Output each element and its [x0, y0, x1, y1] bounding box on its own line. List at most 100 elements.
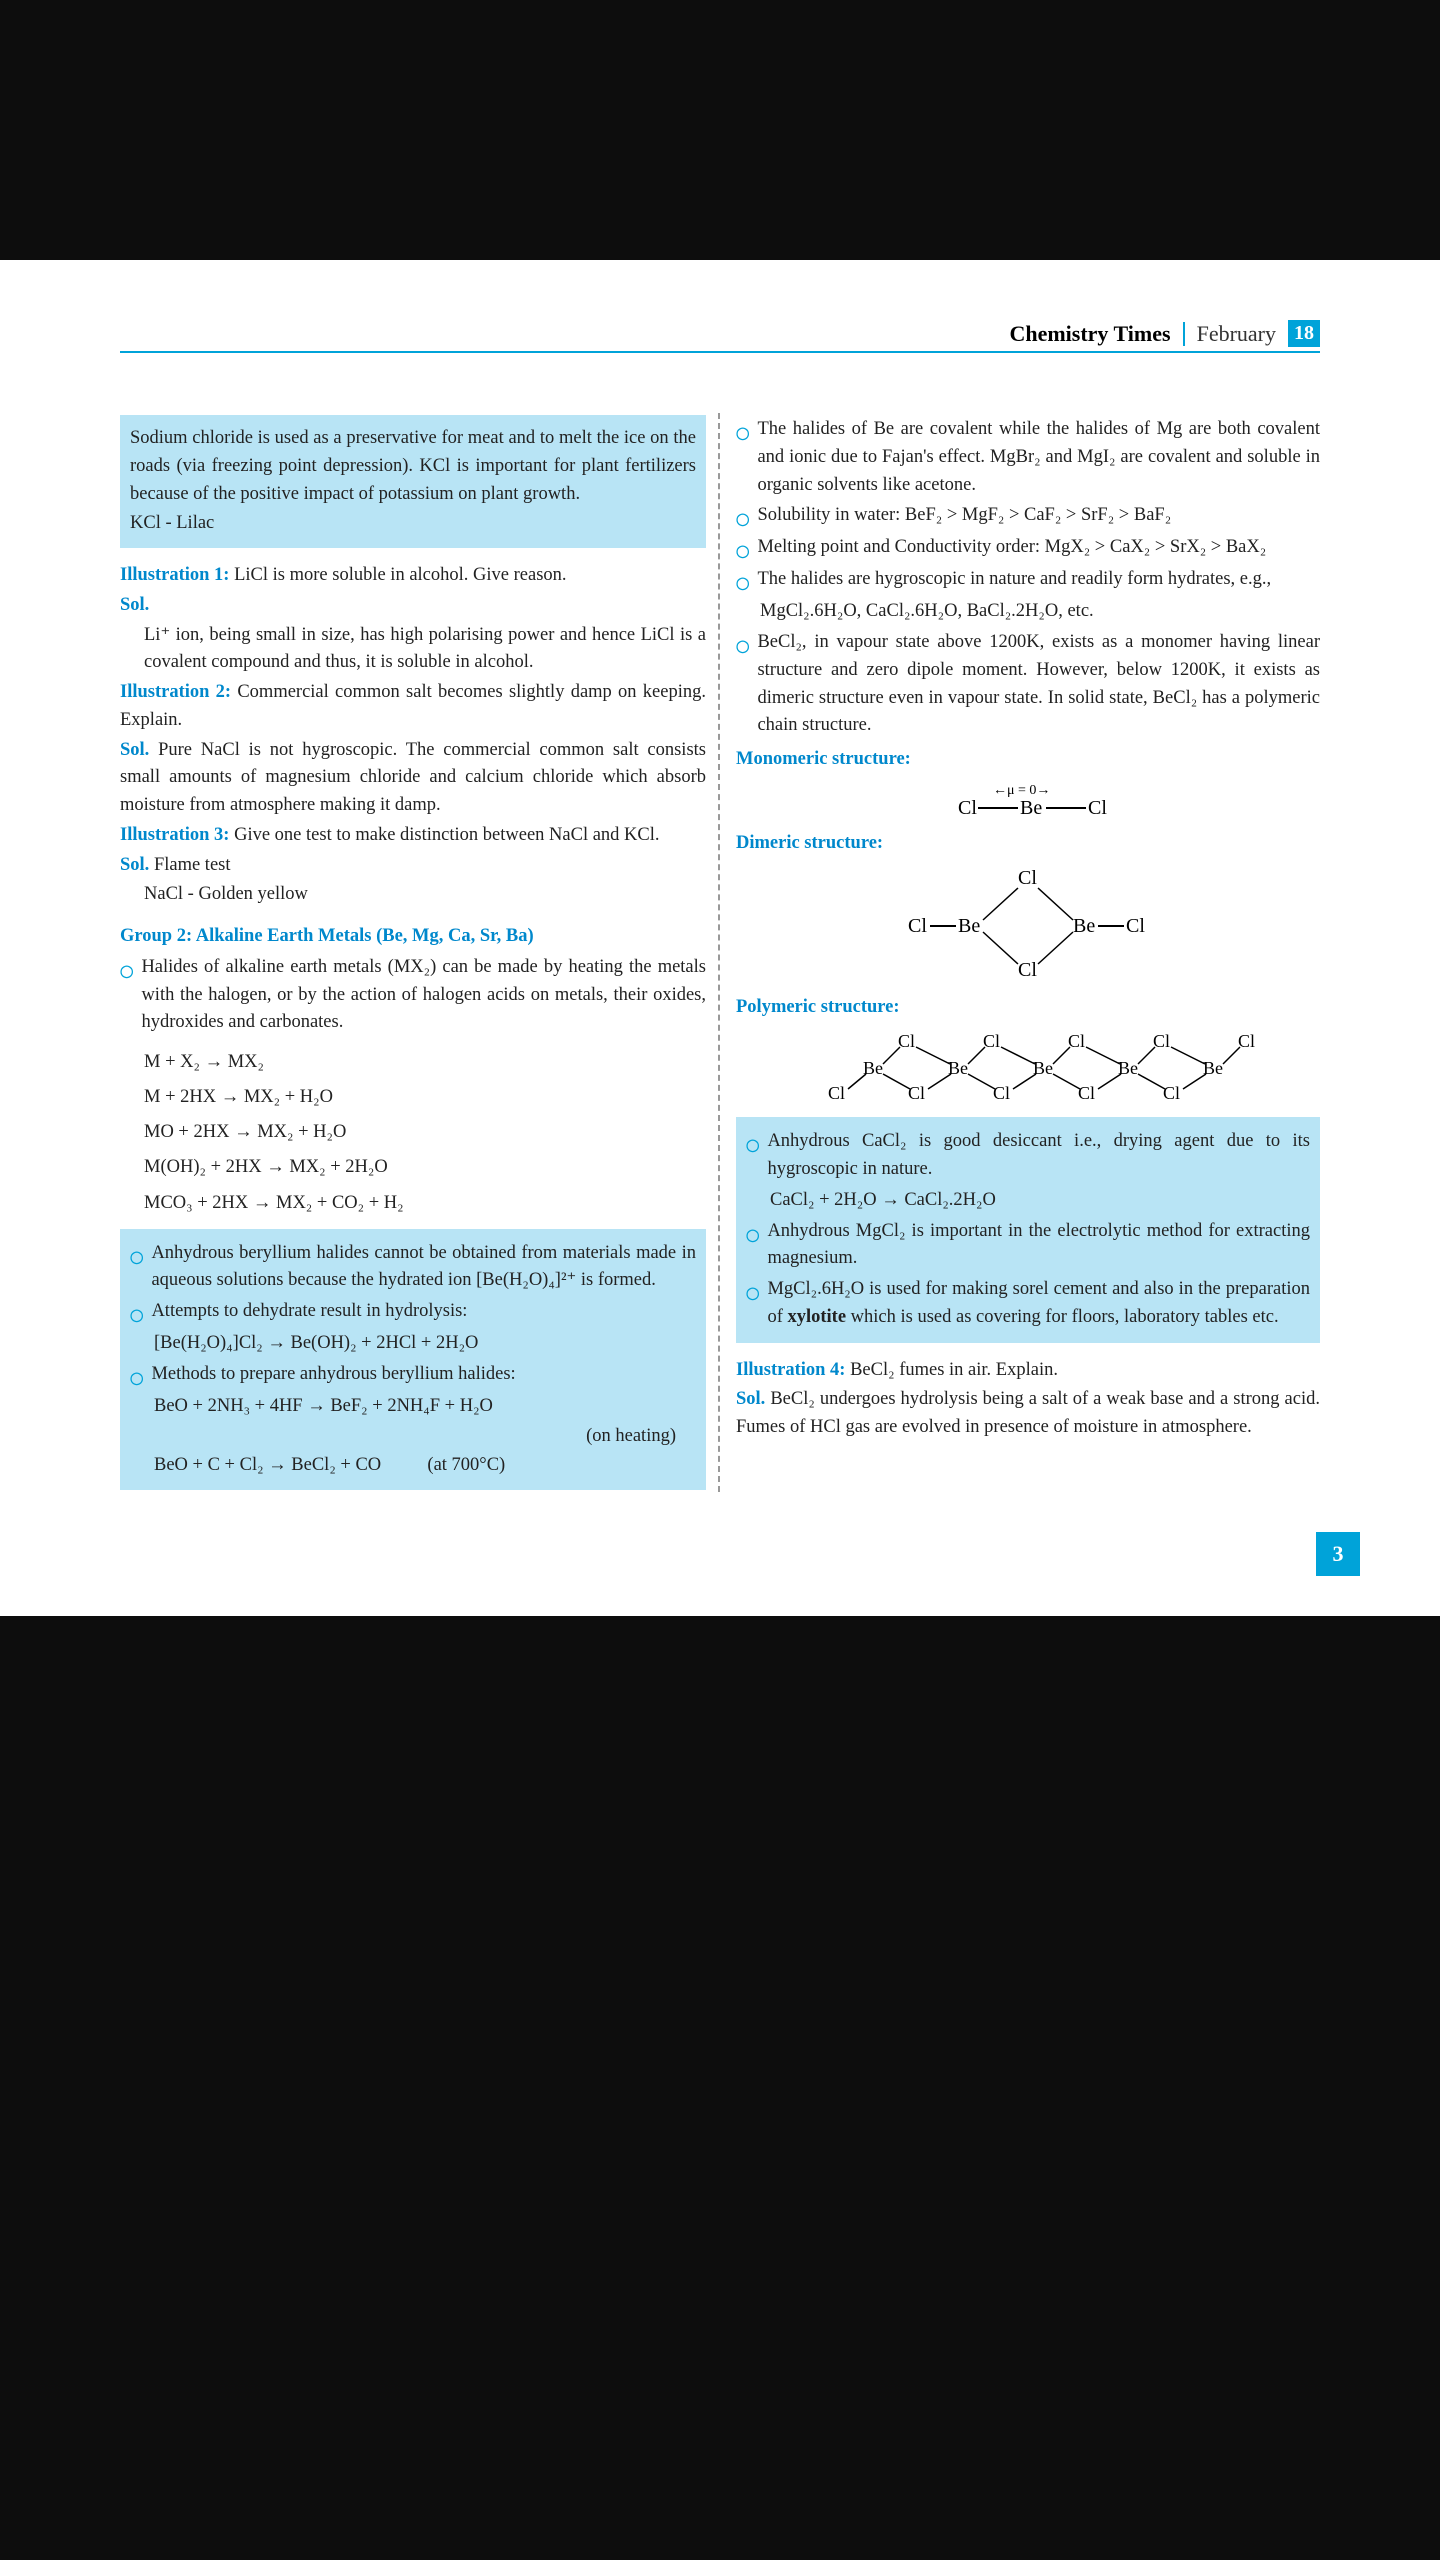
header-separator	[1183, 322, 1185, 346]
page-number-badge: 3	[1316, 1532, 1360, 1576]
bullet-icon	[746, 1130, 759, 1157]
solution-4: Sol. BeCl₂ undergoes hydrolysis being a …	[736, 1386, 1320, 1442]
journal-title: Chemistry Times	[1009, 321, 1170, 347]
solution-2-label: Sol.	[120, 740, 149, 760]
svg-text:Cl: Cl	[1126, 915, 1145, 937]
mgcl2-electrolytic-text: Anhydrous MgCl₂ is important in the elec…	[767, 1218, 1310, 1274]
solution-1-text: Li⁺ ion, being small in size, has high p…	[120, 622, 706, 678]
eq-mco3-2hx: MCO₃ + 2HX → MX₂ + CO₂ + H₂	[144, 1186, 706, 1221]
solution-4-label: Sol.	[736, 1389, 765, 1409]
bullet-icon	[736, 536, 749, 563]
issue-month: February	[1197, 321, 1276, 347]
mgcl2-electrolytic-bullet: Anhydrous MgCl₂ is important in the elec…	[746, 1218, 1310, 1274]
sorel-cement-bullet: MgCl₂.6H₂O is used for making sorel ceme…	[746, 1276, 1310, 1332]
becl2-vapour-bullet: BeCl₂, in vapour state above 1200K, exis…	[736, 629, 1320, 740]
illustration-2: Illustration 2: Commercial common salt b…	[120, 679, 706, 735]
halides-preparation-text: Halides of alkaline earth metals (MX₂) c…	[141, 954, 706, 1037]
polymeric-diagram: Cl Be Cl Cl Be Cl Cl Be Cl Cl Be Cl Cl B…	[736, 1029, 1320, 1109]
illustration-1-label: Illustration 1:	[120, 565, 229, 585]
nacl-preservative-text: Sodium chloride is used as a preservativ…	[130, 425, 696, 508]
cacl2-desiccant-text: Anhydrous CaCl₂ is good desiccant i.e., …	[767, 1128, 1310, 1184]
hydrates-examples: MgCl₂.6H₂O, CaCl₂.6H₂O, BaCl₂.2H₂O, etc.	[736, 598, 1320, 626]
svg-text:←μ = 0→: ←μ = 0→	[993, 783, 1050, 798]
solution-3: Sol. Flame test	[120, 852, 706, 880]
dehydrate-text: Attempts to dehydrate result in hydrolys…	[151, 1298, 696, 1326]
beo-c-cl2-equation: BeO + C + Cl₂ → BeCl₂ + CO (at 700°C)	[130, 1452, 696, 1480]
hygroscopic-bullet: The halides are hygroscopic in nature an…	[736, 566, 1320, 595]
bullet-icon	[130, 1300, 143, 1327]
dimeric-svg: Cl Cl Be Be Cl Cl	[878, 866, 1178, 986]
eq-m-x2: M + X₂ → MX₂	[144, 1045, 706, 1080]
eq-mo-2hx: MO + 2HX → MX₂ + H₂O	[144, 1115, 706, 1150]
dehydrate-bullet: Attempts to dehydrate result in hydrolys…	[130, 1298, 696, 1327]
svg-text:Cl: Cl	[958, 797, 977, 819]
solution-1-label: Sol.	[120, 592, 706, 620]
monomeric-label: Monomeric structure:	[736, 746, 1320, 774]
bottom-black-bar	[0, 1616, 1440, 1876]
hygroscopic-text: The halides are hygroscopic in nature an…	[757, 566, 1320, 594]
solution-2: Sol. Pure NaCl is not hygroscopic. The c…	[120, 737, 706, 820]
svg-text:Cl: Cl	[1153, 1031, 1170, 1051]
illustration-1: Illustration 1: LiCl is more soluble in …	[120, 562, 706, 590]
svg-text:Be: Be	[1203, 1058, 1223, 1078]
dimeric-label: Dimeric structure:	[736, 830, 1320, 858]
solubility-bullet: Solubility in water: BeF₂ > MgF₂ > CaF₂ …	[736, 502, 1320, 531]
bullet-icon	[130, 1363, 143, 1390]
svg-text:Cl: Cl	[1078, 1083, 1095, 1103]
two-column-layout: Sodium chloride is used as a preservativ…	[120, 413, 1320, 1492]
bullet-icon	[736, 631, 749, 658]
becl2-vapour-text: BeCl₂, in vapour state above 1200K, exis…	[757, 629, 1320, 740]
page-header: Chemistry Times February 18	[120, 320, 1320, 353]
cacl2-desiccant-bullet: Anhydrous CaCl₂ is good desiccant i.e., …	[746, 1128, 1310, 1184]
halides-preparation-bullet: Halides of alkaline earth metals (MX₂) c…	[120, 954, 706, 1037]
svg-text:Be: Be	[1118, 1058, 1138, 1078]
svg-text:Cl: Cl	[993, 1083, 1010, 1103]
svg-text:Be: Be	[1020, 797, 1042, 819]
preparation-equations: M + X₂ → MX₂ M + 2HX → MX₂ + H₂O MO + 2H…	[120, 1045, 706, 1221]
monomeric-diagram: ←μ = 0→ Cl Be Cl	[736, 782, 1320, 822]
illustration-3-question: Give one test to make distinction betwee…	[229, 825, 659, 845]
svg-text:Cl: Cl	[1163, 1083, 1180, 1103]
issue-number-badge: 18	[1288, 320, 1320, 347]
beryllium-halides-box: Anhydrous beryllium halides cannot be ob…	[120, 1229, 706, 1491]
svg-text:Be: Be	[1033, 1058, 1053, 1078]
dimeric-diagram: Cl Cl Be Be Cl Cl	[736, 866, 1320, 986]
on-heating-note: (on heating)	[130, 1423, 696, 1451]
solution-3-text: Flame test	[149, 855, 230, 875]
melting-point-text: Melting point and Conductivity order: Mg…	[757, 534, 1320, 562]
svg-text:Be: Be	[863, 1058, 883, 1078]
svg-text:Be: Be	[948, 1058, 968, 1078]
svg-text:Cl: Cl	[1018, 867, 1037, 889]
svg-text:Cl: Cl	[908, 1083, 925, 1103]
svg-text:Cl: Cl	[908, 915, 927, 937]
illustration-4-label: Illustration 4:	[736, 1360, 845, 1380]
xylotite-term: xylotite	[787, 1307, 846, 1327]
bullet-icon	[130, 1242, 143, 1269]
illustration-4-question: BeCl₂ fumes in air. Explain.	[845, 1360, 1058, 1380]
anhydrous-be-bullet: Anhydrous beryllium halides cannot be ob…	[130, 1240, 696, 1296]
be-covalent-bullet: The halides of Be are covalent while the…	[736, 416, 1320, 499]
svg-text:Be: Be	[1073, 915, 1095, 937]
methods-bullet: Methods to prepare anhydrous beryllium h…	[130, 1361, 696, 1390]
cacl2-hydration-eq: CaCl₂ + 2H₂O → CaCl₂.2H₂O	[746, 1187, 1310, 1215]
svg-text:Cl: Cl	[898, 1031, 915, 1051]
solution-3-flame-color: NaCl - Golden yellow	[120, 881, 706, 909]
top-black-bar	[0, 0, 1440, 260]
svg-text:Cl: Cl	[1088, 797, 1107, 819]
solution-2-text: Pure NaCl is not hygroscopic. The commer…	[120, 740, 706, 816]
cacl2-mgcl2-box: Anhydrous CaCl₂ is good desiccant i.e., …	[736, 1117, 1320, 1342]
solution-4-text: BeCl₂ undergoes hydrolysis being a salt …	[736, 1389, 1320, 1437]
svg-text:Cl: Cl	[1238, 1031, 1255, 1051]
polymeric-svg: Cl Be Cl Cl Be Cl Cl Be Cl Cl Be Cl Cl B…	[778, 1029, 1278, 1109]
monomeric-svg: ←μ = 0→ Cl Be Cl	[938, 782, 1118, 822]
illustration-4: Illustration 4: BeCl₂ fumes in air. Expl…	[736, 1357, 1320, 1385]
hydrolysis-equation: [Be(H₂O)₄]Cl₂ → Be(OH)₂ + 2HCl + 2H₂O	[130, 1330, 696, 1358]
bullet-icon	[120, 956, 133, 983]
page-content: Chemistry Times February 18 Sodium chlor…	[0, 260, 1440, 1616]
eq-moh2-2hx: M(OH)₂ + 2HX → MX₂ + 2H₂O	[144, 1150, 706, 1185]
sorel-cement-text: MgCl₂.6H₂O is used for making sorel ceme…	[767, 1276, 1310, 1332]
svg-text:Cl: Cl	[1018, 959, 1037, 981]
bullet-icon	[736, 504, 749, 531]
anhydrous-be-text: Anhydrous beryllium halides cannot be ob…	[151, 1240, 696, 1296]
svg-text:Cl: Cl	[983, 1031, 1000, 1051]
